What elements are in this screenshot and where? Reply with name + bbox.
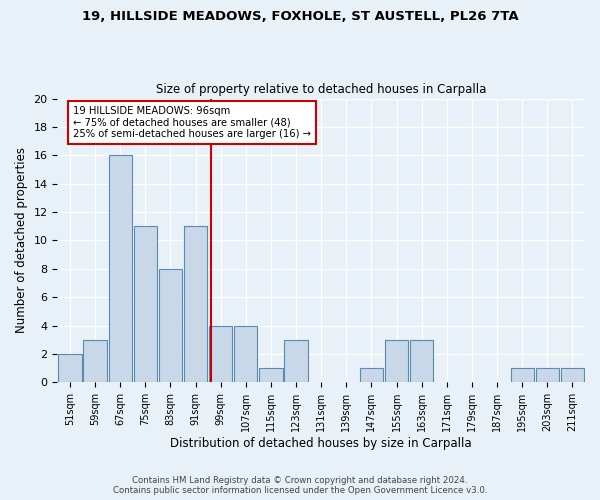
Bar xyxy=(159,269,182,382)
Bar xyxy=(209,326,232,382)
Text: 19 HILLSIDE MEADOWS: 96sqm
← 75% of detached houses are smaller (48)
25% of semi: 19 HILLSIDE MEADOWS: 96sqm ← 75% of deta… xyxy=(73,106,311,139)
Bar xyxy=(511,368,534,382)
Title: Size of property relative to detached houses in Carpalla: Size of property relative to detached ho… xyxy=(156,83,487,96)
Bar xyxy=(561,368,584,382)
Text: Contains HM Land Registry data © Crown copyright and database right 2024.
Contai: Contains HM Land Registry data © Crown c… xyxy=(113,476,487,495)
Bar xyxy=(410,340,433,382)
Y-axis label: Number of detached properties: Number of detached properties xyxy=(15,148,28,334)
Bar xyxy=(536,368,559,382)
Bar xyxy=(234,326,257,382)
Bar xyxy=(83,340,107,382)
Bar xyxy=(184,226,207,382)
Bar xyxy=(385,340,408,382)
Bar xyxy=(134,226,157,382)
Bar xyxy=(109,156,132,382)
X-axis label: Distribution of detached houses by size in Carpalla: Distribution of detached houses by size … xyxy=(170,437,472,450)
Bar xyxy=(259,368,283,382)
Bar xyxy=(360,368,383,382)
Bar xyxy=(58,354,82,382)
Text: 19, HILLSIDE MEADOWS, FOXHOLE, ST AUSTELL, PL26 7TA: 19, HILLSIDE MEADOWS, FOXHOLE, ST AUSTEL… xyxy=(82,10,518,23)
Bar xyxy=(284,340,308,382)
